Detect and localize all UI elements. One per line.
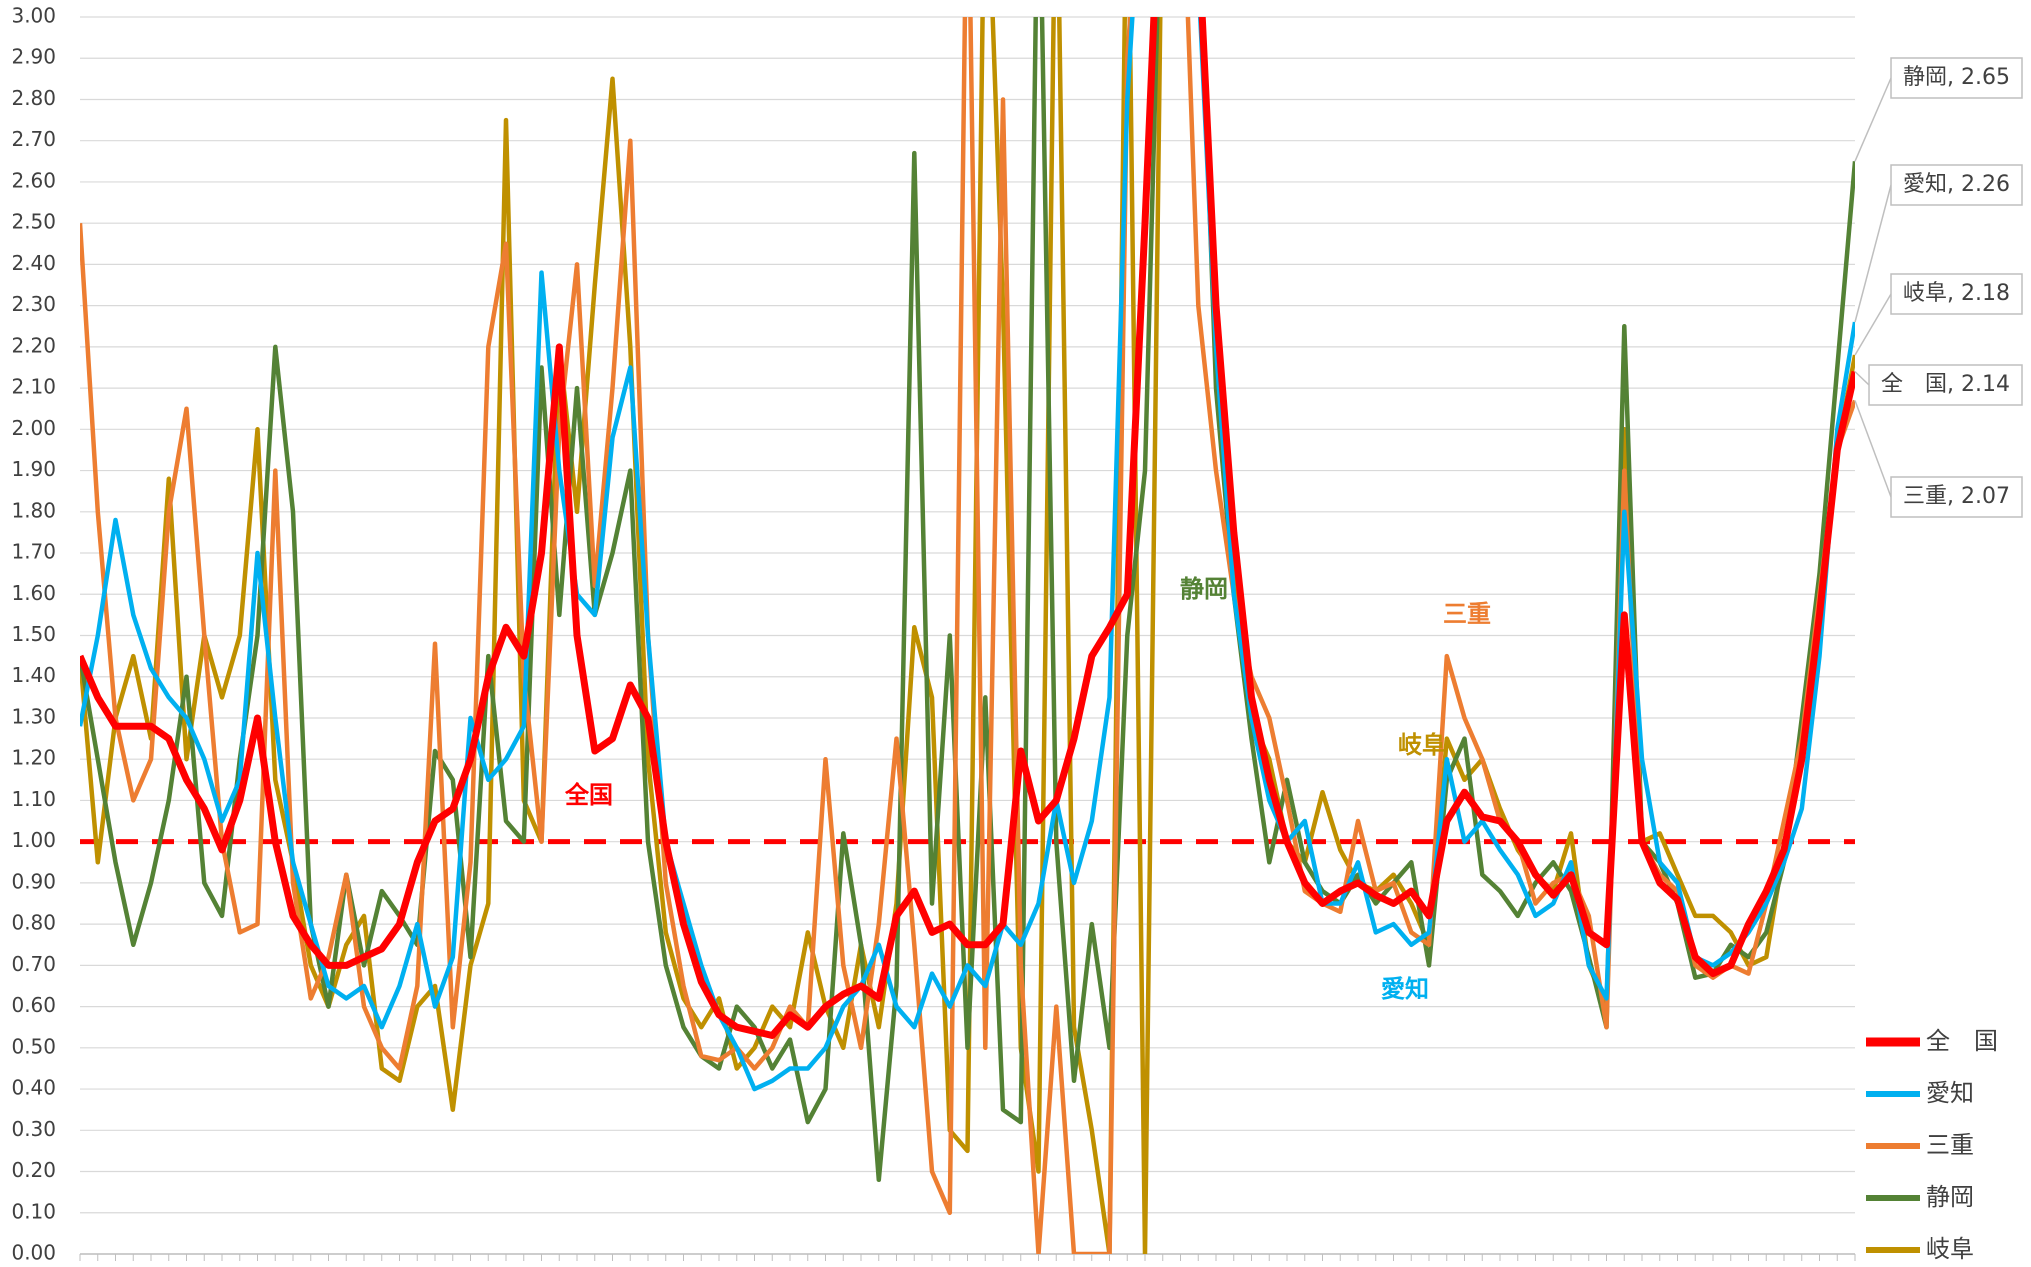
y-tick-label: 0.40 [11,1076,56,1100]
y-tick-label: 3.00 [11,4,56,28]
callout-label: 三重, 2.07 [1903,484,2010,509]
y-tick-label: 1.50 [11,622,56,646]
plot-area [80,17,1855,1254]
callout: 静岡, 2.65 [1854,57,2023,162]
callout: 愛知, 2.26 [1854,164,2023,323]
y-tick-label: 2.30 [11,292,56,316]
callout-leader [1854,371,1870,386]
annotation: 全国 [564,781,613,809]
legend-label: 静岡 [1926,1183,1974,1211]
callout-box [1868,364,2023,406]
y-tick-label: 2.80 [11,86,56,110]
y-tick-label: 1.20 [11,746,56,770]
y-tick-label: 2.70 [11,127,56,151]
y-tick-label: 1.80 [11,498,56,522]
y-tick-label: 1.10 [11,787,56,811]
series-line [80,17,1855,1039]
y-tick-label: 1.90 [11,457,56,481]
y-tick-label: 2.60 [11,168,56,192]
y-tick-label: 1.30 [11,704,56,728]
y-tick-label: 2.90 [11,45,56,69]
y-tick-label: 0.10 [11,1199,56,1223]
annotation: 愛知 [1381,975,1429,1003]
callout-box [1890,273,2023,315]
y-tick-label: 2.40 [11,251,56,275]
callout-label: 愛知, 2.26 [1903,172,2010,197]
legend-label: 全 国 [1926,1027,1998,1055]
annotation: 岐阜 [1398,731,1446,759]
series-line [80,17,1855,1254]
y-tick-label: 1.70 [11,540,56,564]
y-tick-label: 2.00 [11,416,56,440]
callout-box [1890,57,2023,99]
grid: 0.00 0.10 0.20 0.30 0.40 0.50 0.60 0.70 0.80 0.90… [11,4,1856,1265]
callout-leader [1854,184,1892,323]
y-tick-label: 2.50 [11,210,56,234]
y-tick-label: 1.60 [11,581,56,605]
callout-box [1890,164,2023,206]
y-tick-label: 0.90 [11,869,56,893]
annotation: 静岡 [1180,575,1228,603]
y-tick-label: 0.70 [11,952,56,976]
y-tick-label: 2.20 [11,333,56,357]
legend-label: 三重 [1926,1131,1974,1159]
callout: 岐阜, 2.18 [1854,273,2023,356]
legend-label: 岐阜 [1926,1235,1974,1263]
y-tick-label: 1.40 [11,663,56,687]
callout: 三重, 2.07 [1854,400,2023,518]
y-tick-label: 0.80 [11,911,56,935]
callout-leader [1854,77,1892,162]
y-tick-label: 0.20 [11,1158,56,1182]
annotation: 三重 [1443,600,1491,628]
callout-label: 全 国, 2.14 [1881,372,2010,397]
callout-leader [1854,293,1892,356]
y-tick-label: 0.00 [11,1241,56,1265]
y-tick-label: 2.10 [11,375,56,399]
series-line [80,17,1855,1254]
series-line [80,17,1855,1183]
y-tick-label: 1.00 [11,828,56,852]
callout: 全 国, 2.14 [1854,364,2023,406]
legend-label: 愛知 [1926,1079,1974,1107]
y-tick-label: 0.50 [11,1034,56,1058]
callout-leader [1854,400,1892,498]
callout-label: 岐阜, 2.18 [1903,281,2010,306]
y-tick-label: 0.60 [11,993,56,1017]
callout-box [1890,476,2023,518]
y-tick-label: 0.30 [11,1117,56,1141]
callout-label: 静岡, 2.65 [1903,65,2010,90]
